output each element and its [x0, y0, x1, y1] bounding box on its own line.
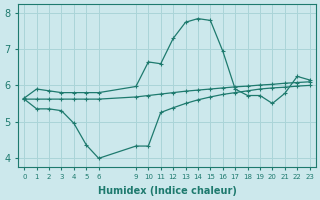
X-axis label: Humidex (Indice chaleur): Humidex (Indice chaleur) — [98, 186, 236, 196]
